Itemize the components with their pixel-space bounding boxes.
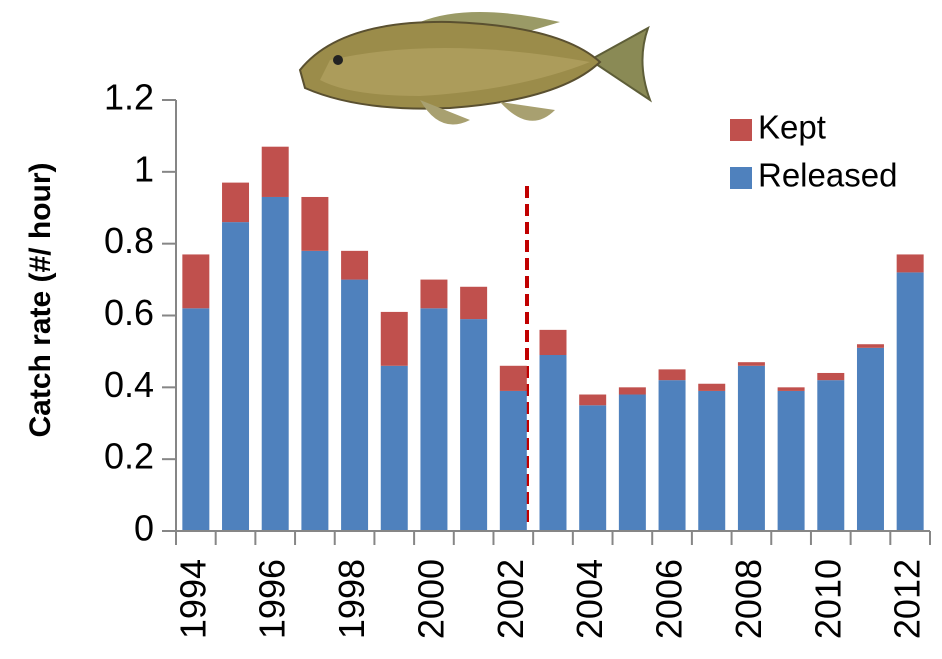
bar-segment <box>817 372 845 381</box>
x-tick-label: 2000 <box>410 559 451 639</box>
bar-segment <box>341 250 369 280</box>
bar-segment <box>817 380 845 531</box>
bar-segment <box>539 355 567 531</box>
bar-segment <box>658 369 686 381</box>
bar-segment <box>341 279 369 531</box>
bar-segment <box>579 394 607 406</box>
y-axis-label: Catch rate (#/ hour) <box>24 162 57 437</box>
bar-segment <box>737 365 765 531</box>
x-tick-label: 2002 <box>490 559 531 639</box>
bar-segment <box>301 196 329 251</box>
bar-segment <box>261 196 289 531</box>
legend-label: Released <box>758 157 897 194</box>
x-tick-label: 2008 <box>728 559 769 639</box>
bar-segment <box>460 319 488 531</box>
bar-segment <box>261 146 289 197</box>
bar-segment <box>301 250 329 531</box>
y-tick-label: 0.2 <box>104 436 154 477</box>
bar-segment <box>777 387 805 391</box>
bar-segment <box>658 380 686 531</box>
bar-segment <box>698 390 726 531</box>
bar-segment <box>618 394 646 531</box>
bar-segment <box>698 383 726 391</box>
y-tick-label: 1.2 <box>104 77 154 118</box>
bar-segment <box>182 308 210 531</box>
y-tick-label: 0.8 <box>104 220 154 261</box>
bar-segment <box>618 387 646 395</box>
bar-segment <box>539 329 567 356</box>
bar-segment <box>222 222 250 531</box>
bar-segment <box>777 390 805 531</box>
bar-segment <box>460 286 488 320</box>
x-tick-label: 2010 <box>807 559 848 639</box>
y-tick-label: 0 <box>134 508 154 549</box>
bar-segment <box>856 347 884 531</box>
bar-segment <box>896 272 924 531</box>
y-tick-label: 0.4 <box>104 364 154 405</box>
bar-segment <box>737 362 765 366</box>
x-tick-label: 2006 <box>649 559 690 639</box>
bar-segment <box>182 254 210 309</box>
y-tick-label: 0.6 <box>104 292 154 333</box>
x-tick-label: 2004 <box>569 559 610 639</box>
bar-segment <box>420 308 448 531</box>
bar-segment <box>856 344 884 348</box>
x-tick-label: 2012 <box>887 559 928 639</box>
bar-segment <box>499 390 527 531</box>
bar-segment <box>420 279 448 309</box>
bar-segment <box>579 405 607 531</box>
bar-segment <box>380 311 408 366</box>
fish-illustration <box>298 12 652 125</box>
y-tick-label: 1 <box>134 148 154 189</box>
x-tick-label: 1998 <box>331 559 372 639</box>
x-tick-label: 1996 <box>252 559 293 639</box>
x-tick-label: 1994 <box>172 559 213 639</box>
bar-segment <box>380 365 408 531</box>
bar-segment <box>499 365 527 391</box>
legend-swatch <box>730 119 752 141</box>
bar-segment <box>222 182 250 223</box>
bar-segment <box>896 254 924 273</box>
legend-swatch <box>730 167 752 189</box>
legend-label: Kept <box>758 109 826 146</box>
